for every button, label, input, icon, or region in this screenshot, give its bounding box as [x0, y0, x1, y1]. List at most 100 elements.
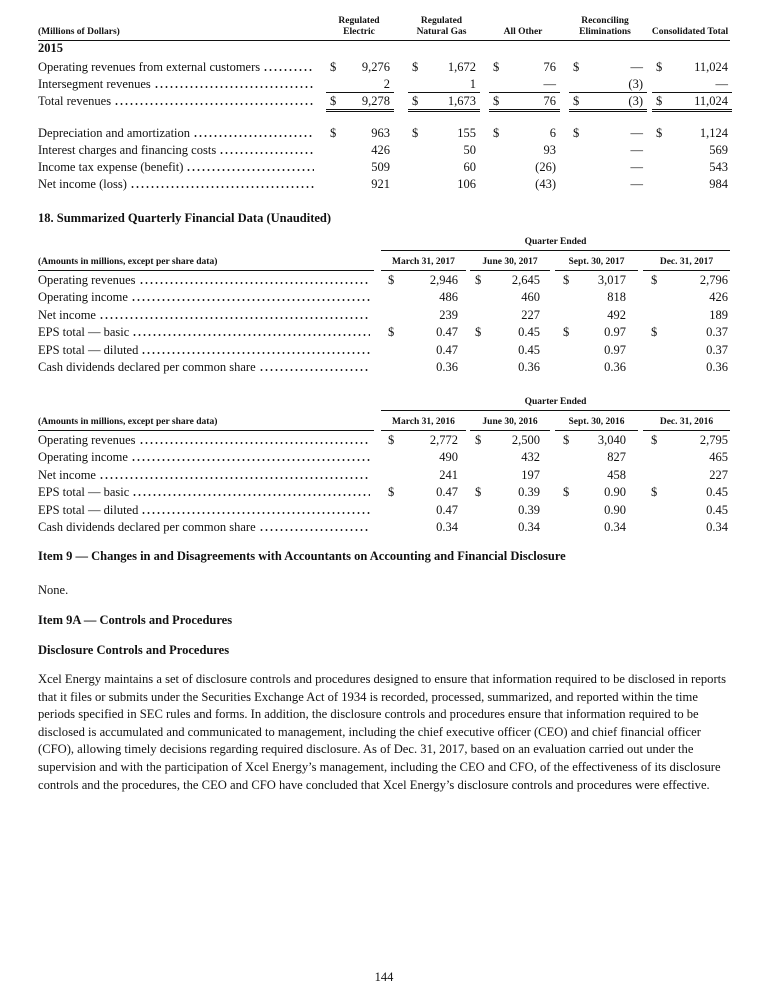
cell: 189 [709, 307, 728, 322]
row-label: EPS total — basic [38, 485, 130, 500]
currency-sign: $ [330, 94, 337, 108]
rule [326, 109, 394, 110]
super-header: Quarter Ended [524, 397, 587, 407]
rule [38, 40, 730, 41]
cell: 1,673 [447, 94, 476, 108]
cell: — [630, 60, 644, 74]
cell: 6 [549, 126, 556, 140]
cell: 2,946 [429, 273, 458, 287]
currency-sign: $ [475, 485, 482, 500]
currency-sign: $ [475, 325, 482, 340]
column-header: All Other [503, 27, 543, 37]
leader [258, 369, 370, 371]
row-label: Depreciation and amortization [38, 126, 191, 140]
cell: 1 [469, 77, 476, 91]
table-row: Total revenues [38, 93, 318, 109]
rule [569, 109, 647, 110]
cell: 50 [463, 143, 477, 157]
cell: 490 [439, 450, 458, 465]
currency-sign: $ [493, 126, 500, 140]
cell: (26) [535, 160, 556, 174]
cell: 0.36 [436, 360, 458, 374]
cell: 0.36 [604, 360, 626, 374]
leader [114, 103, 314, 105]
leader [141, 511, 370, 514]
cell: 0.90 [604, 502, 626, 517]
rule [326, 92, 394, 93]
leader [132, 494, 370, 497]
leader [130, 299, 370, 302]
cell: 0.45 [706, 502, 728, 517]
subheading: Disclosure Controls and Procedures [38, 643, 230, 657]
currency-sign: $ [563, 273, 570, 287]
cell: 0.47 [436, 502, 458, 517]
cell: — [543, 77, 557, 91]
rule [470, 270, 550, 271]
cell: 9,278 [361, 94, 390, 108]
row-label: EPS total — diluted [38, 342, 139, 357]
cell: (3) [628, 94, 643, 108]
row-label: Operating revenues from external custome… [38, 60, 261, 74]
rule [555, 270, 638, 271]
cell: 241 [439, 467, 458, 482]
cell: 0.90 [604, 485, 626, 500]
page-number: 144 [374, 970, 394, 984]
table-row: Income tax expense (benefit) [38, 159, 318, 175]
leader [98, 316, 370, 319]
cell: 3,040 [597, 433, 626, 447]
cell: 0.37 [706, 325, 728, 340]
row-label: Operating income [38, 290, 128, 305]
currency-sign: $ [330, 60, 337, 74]
cell: 0.47 [436, 485, 458, 500]
cell: (43) [535, 177, 556, 191]
cell: 426 [709, 290, 728, 305]
column-header: Sept. 30, 2017 [568, 257, 625, 267]
currency-sign: $ [573, 126, 580, 140]
leader [186, 169, 314, 171]
cell: 0.34 [706, 520, 728, 534]
cell: 0.39 [518, 485, 540, 500]
currency-sign: $ [388, 485, 395, 500]
row-label: Intersegment revenues [38, 77, 151, 91]
currency-sign: $ [651, 273, 658, 287]
currency-sign: $ [475, 273, 482, 287]
cell: 227 [521, 307, 540, 322]
cell: 2,796 [699, 273, 728, 287]
table-row: EPS total — diluted [38, 342, 374, 358]
row-label: Interest charges and financing costs [38, 143, 217, 157]
cell: 2,772 [429, 433, 458, 447]
rule [555, 430, 638, 431]
cell: 460 [521, 290, 540, 305]
column-header: June 30, 2016 [482, 417, 538, 427]
currency-sign: $ [475, 433, 482, 447]
column-header: Reconciling Eliminations [579, 16, 631, 37]
table-row: Intersegment revenues [38, 76, 318, 92]
column-header: (Amounts in millions, except per share d… [38, 257, 218, 267]
cell: 0.45 [518, 325, 540, 340]
cell: 486 [439, 290, 458, 305]
cell: — [630, 177, 644, 191]
cell: 569 [709, 143, 728, 157]
row-label: Net income (loss) [38, 177, 127, 191]
table-row: Net income [38, 467, 374, 483]
currency-sign: $ [563, 325, 570, 340]
currency-sign: $ [493, 94, 500, 108]
leader [258, 529, 370, 531]
cell: 0.37 [706, 342, 728, 357]
cell: — [630, 143, 644, 157]
cell: 0.34 [436, 520, 458, 534]
table-row: EPS total — diluted [38, 502, 374, 518]
currency-sign: $ [388, 325, 395, 340]
column-header: Dec. 31, 2016 [659, 417, 714, 427]
cell: 2,645 [511, 273, 540, 287]
currency-sign: $ [573, 94, 580, 108]
cell: 106 [457, 177, 476, 191]
leader [141, 351, 370, 354]
rule [489, 111, 560, 112]
table-row: Net income (loss) [38, 176, 318, 192]
cell: 492 [607, 307, 626, 322]
table-row: Cash dividends declared per common share [38, 359, 374, 375]
rule [470, 430, 550, 431]
cell: — [630, 160, 644, 174]
